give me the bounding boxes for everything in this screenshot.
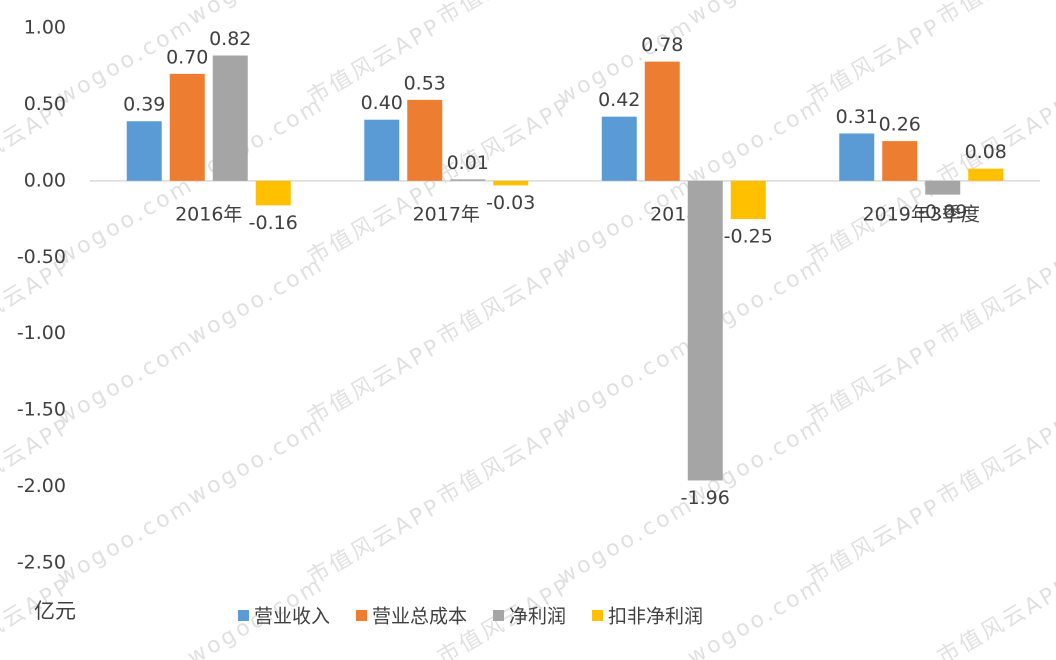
- value-label: 0.08: [965, 141, 1007, 163]
- watermark-text: wogoo.com: [54, 492, 199, 590]
- legend-swatch: [356, 610, 368, 621]
- bar: [450, 179, 486, 181]
- y-tick-label: -1.00: [17, 322, 66, 344]
- watermark-text: 市值风云APP: [934, 0, 1056, 30]
- legend-swatch: [592, 610, 604, 621]
- y-tick-label: 0.00: [24, 169, 66, 191]
- bar: [644, 61, 680, 181]
- legend-label: 营业收入: [254, 606, 330, 628]
- value-label: 0.26: [879, 114, 921, 136]
- value-label: -0.03: [486, 192, 535, 214]
- watermark-text: wogoo.com: [684, 92, 829, 190]
- watermark-text: 市值风云APP: [804, 493, 947, 590]
- watermark-text: 市值风云APP: [304, 333, 447, 430]
- y-unit: 亿元: [34, 599, 76, 623]
- value-label: -0.09: [918, 201, 967, 223]
- watermark-text: 市值风云APP: [304, 493, 447, 590]
- bar: [169, 73, 205, 181]
- y-tick-label: -1.50: [17, 399, 66, 421]
- x-tick-label: 2019年3季度: [863, 203, 980, 225]
- watermark-text: 市值风云APP: [934, 573, 1056, 660]
- watermark-text: 市值风云APP: [804, 13, 947, 110]
- value-label: 0.78: [641, 34, 683, 56]
- watermark-text: wogoo.com: [554, 332, 699, 430]
- value-label: -0.16: [249, 212, 298, 234]
- value-label: 0.42: [598, 89, 640, 111]
- y-tick-label: 1.00: [24, 17, 66, 39]
- value-label: 0.01: [447, 152, 489, 174]
- value-label: 0.53: [404, 72, 446, 94]
- legend-swatch: [493, 610, 505, 621]
- y-tick-label: 0.50: [24, 93, 66, 115]
- value-label: -1.96: [681, 487, 730, 509]
- bar: [925, 180, 961, 195]
- bar: [968, 168, 1004, 181]
- watermark-text: wogoo.com: [554, 492, 699, 590]
- watermark-text: 市值风云APP: [934, 413, 1056, 510]
- watermark-text: 市值风云APP: [434, 0, 577, 30]
- watermark-text: 市值风云APP: [804, 333, 947, 430]
- watermark-text: wogoo.com: [184, 0, 329, 30]
- bar: [407, 99, 443, 181]
- bar: [839, 133, 875, 181]
- value-label: 0.82: [209, 28, 251, 50]
- x-tick-label: 2016年: [175, 203, 242, 225]
- watermark-text: wogoo.com: [184, 412, 329, 510]
- value-label: 0.70: [166, 46, 208, 68]
- watermark-text: 市值风云APP: [434, 93, 577, 190]
- bar: [212, 55, 248, 181]
- y-tick-label: -2.00: [17, 475, 66, 497]
- value-label: -0.25: [724, 226, 773, 248]
- watermark-text: wogoo.com: [184, 92, 329, 190]
- value-label: 0.39: [123, 94, 165, 116]
- y-tick-label: -0.50: [17, 246, 66, 268]
- bar: [601, 116, 637, 181]
- value-label: 0.31: [836, 106, 878, 128]
- watermark-text: 市值风云APP: [934, 253, 1056, 350]
- y-tick-label: -2.50: [17, 552, 66, 574]
- bar: [126, 121, 162, 181]
- bar: [493, 180, 529, 186]
- value-label: 0.40: [361, 92, 403, 114]
- legend-label: 净利润: [509, 606, 566, 628]
- bar: [255, 180, 291, 206]
- watermark-text: wogoo.com: [184, 252, 329, 350]
- watermark-text: wogoo.com: [684, 0, 829, 30]
- bar: [364, 119, 400, 181]
- bar: [882, 141, 918, 181]
- watermark-text: 市值风云APP: [434, 413, 577, 510]
- legend-label: 扣非净利润: [608, 606, 703, 628]
- bar: [730, 180, 766, 220]
- watermark-text: wogoo.com: [684, 572, 829, 660]
- watermark-text: 市值风云APP: [434, 253, 577, 350]
- legend-swatch: [238, 610, 249, 621]
- bar: [687, 180, 723, 481]
- legend-label: 营业总成本: [372, 606, 467, 628]
- x-tick-label: 2017年: [413, 203, 480, 225]
- watermark-text: wogoo.com: [54, 332, 199, 430]
